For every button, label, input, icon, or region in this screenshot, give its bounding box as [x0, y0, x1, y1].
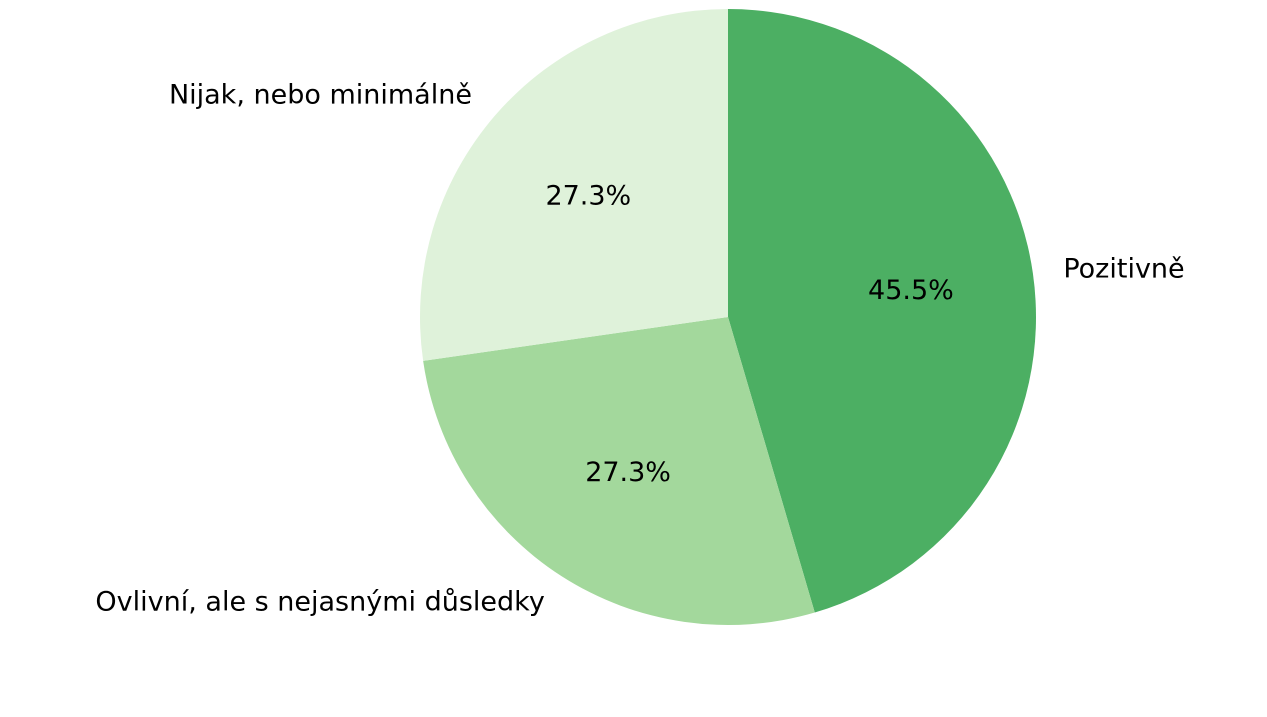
pie-slice-0 [728, 9, 1036, 613]
pie-pct-label-1: 27.3% [585, 457, 671, 488]
pie-category-label-2: Nijak, nebo minimálně [169, 80, 472, 111]
pie-category-label-0: Pozitivně [1063, 253, 1184, 284]
pie-labels: 45.5% Pozitivně 27.3% Ovlivní, ale s nejasn… [95, 80, 1184, 618]
pie-slice-1 [423, 317, 815, 625]
pie-pct-label-2: 27.3% [545, 180, 631, 211]
pie-slices [420, 9, 1036, 625]
pie-slice-2 [420, 9, 728, 361]
pie-pct-label-0: 45.5% [868, 275, 954, 306]
pie-category-label-1: Ovlivní, ale s nejasnými důsledky [95, 587, 544, 618]
